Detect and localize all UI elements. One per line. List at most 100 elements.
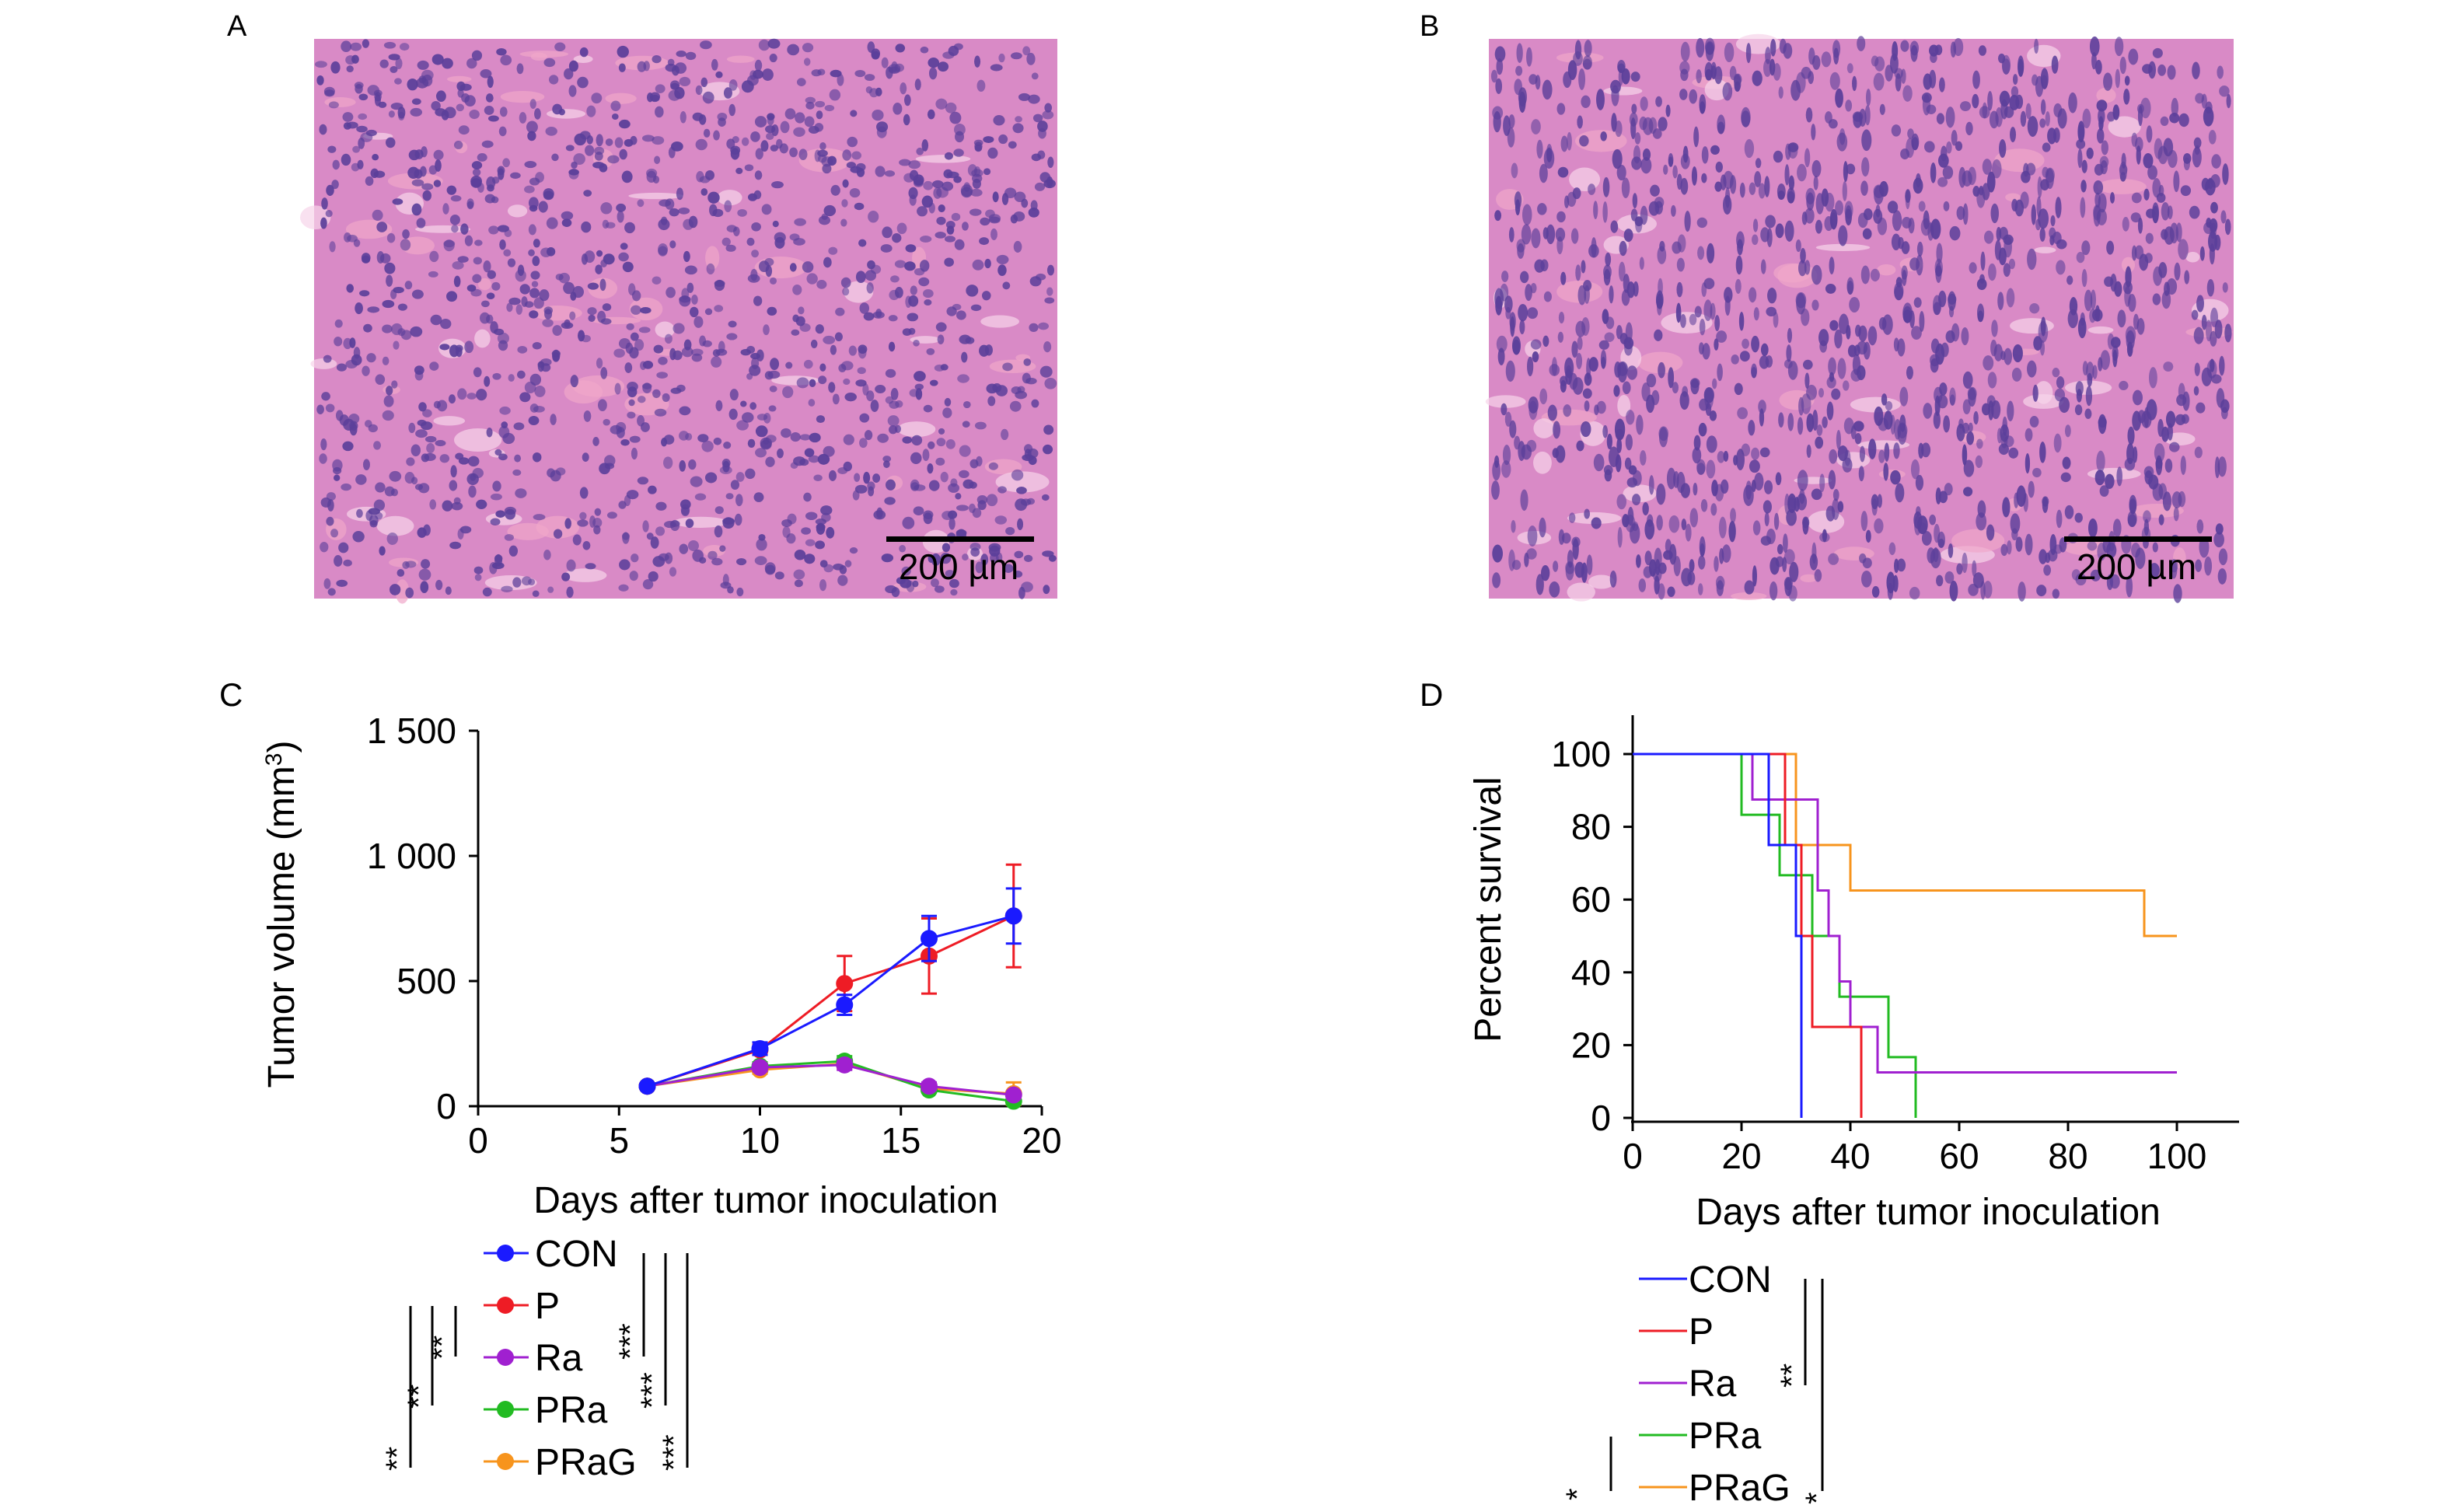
cell-nucleus [1014,550,1024,559]
cell-nucleus [794,579,803,588]
cell-nucleus [734,513,742,526]
cell-nucleus [414,149,424,159]
cell-nucleus [954,239,965,250]
cell-nucleus [928,480,940,491]
cell-nucleus [803,359,813,369]
cell-nucleus [373,441,382,450]
data-point-con [921,930,938,948]
cell-nucleus [819,363,826,372]
cell-nucleus [2007,400,2014,421]
cell-nucleus [969,459,979,469]
cell-nucleus [1999,139,2007,158]
cell-nucleus [1983,355,1994,371]
cell-nucleus [2077,148,2083,169]
cell-nucleus [1797,417,1804,435]
cell-nucleus [1953,37,1964,57]
cell-nucleus [1578,68,1586,90]
cell-nucleus [1724,42,1735,63]
cell-nucleus [2158,514,2164,526]
cell-nucleus [331,180,339,190]
cell-nucleus [2029,303,2040,314]
cell-nucleus [1836,132,1848,152]
cell-nucleus [1676,257,1685,272]
cell-nucleus [770,145,778,152]
cell-nucleus [414,370,424,381]
cell-nucleus [1960,101,1971,111]
cell-nucleus [1665,104,1671,117]
cell-nucleus [566,559,576,572]
cell-nucleus [843,461,852,472]
cell-nucleus [351,54,359,64]
cell-nucleus [1878,449,1885,463]
cell-nucleus [1752,565,1757,587]
cell-nucleus [1829,257,1835,274]
cell-nucleus [686,282,694,293]
cell-nucleus [510,172,521,179]
cell-nucleus [1492,544,1504,563]
cell-nucleus [395,58,403,70]
cell-nucleus [817,154,827,163]
cell-nucleus [966,285,979,297]
cell-nucleus [321,197,328,210]
cell-nucleus [768,405,777,412]
cell-nucleus [1549,581,1560,598]
cell-nucleus [452,260,464,270]
cell-nucleus [1003,564,1014,573]
cell-nucleus [754,556,767,566]
cell-nucleus [1979,274,1985,284]
cell-nucleus [376,222,388,232]
cell-nucleus [1521,204,1532,225]
cell-nucleus [2171,97,2179,117]
cell-nucleus [1955,141,1963,152]
cell-nucleus [450,195,462,202]
cell-nucleus [528,224,536,236]
cell-nucleus [1787,497,1797,514]
cell-nucleus [1751,234,1759,246]
cell-nucleus [2060,472,2071,483]
cell-nucleus [336,579,348,587]
cell-nucleus [1512,339,1521,355]
cell-nucleus [1754,472,1764,491]
cell-nucleus [815,100,826,108]
cell-nucleus [900,82,907,95]
cell-nucleus [1924,141,1935,153]
cell-nucleus [835,307,845,316]
cell-nucleus [1494,210,1502,222]
cell-nucleus [2215,523,2224,535]
cell-nucleus [570,375,578,388]
cell-nucleus [1983,581,1993,599]
cell-nucleus [652,389,661,399]
cell-nucleus [1663,164,1668,175]
cell-nucleus [829,89,841,101]
cell-nucleus [588,314,596,323]
cell-nucleus [936,438,946,447]
cell-nucleus [1654,201,1663,215]
cell-nucleus [2051,55,2059,74]
cell-nucleus [1989,110,1999,129]
cell-nucleus [1574,561,1585,578]
cell-nucleus [1623,229,1633,243]
cell-nucleus [1938,290,1947,308]
cell-nucleus [488,225,499,235]
cell-nucleus [1685,523,1692,542]
cell-nucleus [842,149,852,161]
cell-nucleus [1667,586,1675,597]
cell-nucleus [968,503,976,513]
cell-nucleus [1949,387,1956,406]
cell-nucleus [2222,163,2229,185]
cell-nucleus [722,574,729,586]
cell-nucleus [2129,494,2137,515]
cell-nucleus [653,344,664,354]
cell-nucleus [341,483,352,491]
cell-nucleus [1789,561,1799,582]
cell-nucleus [1862,228,1872,239]
cell-nucleus [1705,37,1715,55]
cell-nucleus [433,400,441,409]
cell-nucleus [1577,336,1583,351]
cell-nucleus [1723,170,1734,190]
cell-nucleus [1640,157,1652,174]
y-tick-label-d: 80 [1571,807,1611,847]
cell-nucleus [618,252,629,262]
cell-nucleus [394,78,402,85]
cell-nucleus [2094,59,2102,75]
